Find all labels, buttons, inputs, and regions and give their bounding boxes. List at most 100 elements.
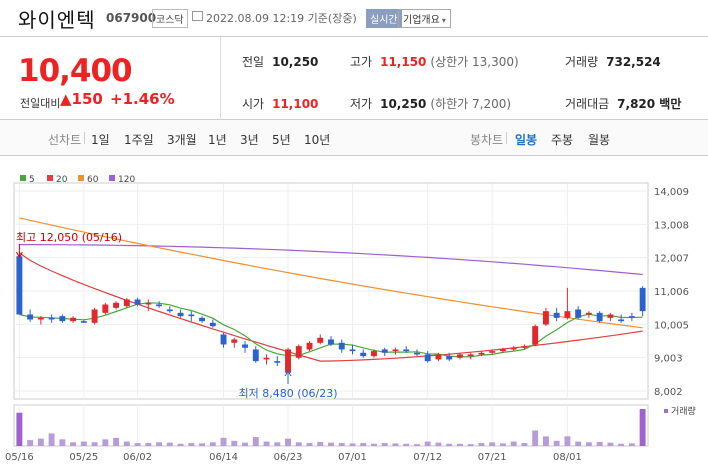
company-info-label: 기업개요 — [403, 15, 440, 26]
volume-bar — [231, 440, 238, 446]
stock-header: 와이엔텍 067900 코스닥 2022.08.09 12:19 기준(장중) … — [0, 0, 708, 36]
change-value: ▲150 — [60, 90, 103, 108]
high-value: 11,150 — [380, 55, 427, 69]
change-label: 전일대비 — [20, 97, 61, 110]
candle-body — [446, 356, 453, 360]
candle-body — [188, 314, 195, 317]
tab-3years[interactable]: 3년 — [240, 133, 259, 147]
volume-bar — [145, 443, 152, 446]
y-tick-label: 11,006 — [654, 287, 689, 298]
volume-bar — [70, 442, 77, 446]
tab-10years[interactable]: 10년 — [304, 133, 331, 147]
volume-bar — [371, 443, 377, 446]
tab-weekly[interactable]: 주봉 — [551, 133, 574, 147]
chevron-down-icon: ▾ — [441, 16, 446, 25]
candle-body — [37, 317, 44, 320]
volume-bar — [134, 443, 141, 446]
tab-5years[interactable]: 5년 — [272, 133, 291, 147]
candle-body — [607, 314, 614, 318]
candle-body — [27, 314, 34, 320]
candle-body — [499, 349, 506, 352]
candle-body — [80, 321, 87, 323]
candle-body — [242, 344, 248, 348]
market-badge: 코스닥 — [152, 9, 188, 28]
candle-body — [48, 317, 55, 320]
candle-body — [91, 309, 98, 323]
volume-bar — [252, 437, 259, 446]
candle-body — [596, 312, 603, 322]
price-chart[interactable]: 14,009 13,008 12,007 11,006 10,005 9,003 8,002… — [0, 156, 708, 472]
legend-label: 5 — [29, 175, 35, 185]
y-tick-label: 9,003 — [654, 354, 683, 365]
candle-body — [134, 299, 141, 305]
open-price: 시가 11,100 — [242, 95, 318, 112]
tab-1year[interactable]: 1년 — [208, 133, 227, 147]
candle-body — [70, 317, 77, 322]
volume-bar — [91, 442, 98, 446]
volume-bar — [338, 443, 345, 446]
volume-bar — [424, 441, 431, 446]
company-info-dropdown[interactable]: 기업개요 ▾ — [398, 9, 451, 28]
volume-bar — [628, 443, 635, 446]
volume-bar — [467, 444, 474, 446]
volume-bar — [596, 441, 603, 446]
y-tick-label: 12,007 — [654, 254, 689, 265]
candle-body — [220, 334, 227, 345]
candle-body — [263, 357, 270, 360]
volume-bar — [156, 442, 163, 446]
candle-body — [414, 352, 420, 355]
y-tick-label: 13,008 — [654, 220, 689, 231]
candle-body — [639, 287, 646, 312]
volume-bar — [177, 443, 184, 446]
x-tick-label: 07/12 — [413, 452, 442, 463]
volume-frame — [13, 404, 649, 447]
volume-bar — [209, 442, 216, 446]
candle-body — [145, 302, 152, 305]
tab-3months[interactable]: 3개월 — [167, 133, 197, 147]
candle-body — [553, 312, 560, 318]
candle-body — [371, 351, 377, 357]
volume-bar — [446, 443, 453, 446]
candle-body — [59, 316, 66, 322]
tab-separator — [506, 132, 507, 144]
legend-swatch — [20, 175, 26, 181]
high-annotation: 최고 12,050 (05/16) — [16, 231, 122, 244]
volume-bar — [489, 442, 496, 446]
prev-close: 전일 10,250 — [242, 53, 318, 70]
volume-bar — [48, 433, 55, 446]
lower-limit: (하한가 7,200) — [430, 97, 512, 111]
candle-body — [338, 342, 345, 350]
candle-body — [510, 347, 517, 350]
candle-body — [381, 349, 388, 353]
volume-bar — [456, 443, 463, 446]
legend-ma60: 60 — [78, 175, 98, 185]
volume-bar — [16, 412, 23, 446]
volume-label: 거래량 — [671, 405, 696, 417]
candle-body — [618, 319, 625, 322]
volume-bar — [585, 442, 592, 446]
realtime-button[interactable]: 실시간 — [366, 9, 402, 28]
candle-body — [628, 316, 635, 318]
volume-bar — [575, 441, 582, 446]
low-value: 10,250 — [380, 97, 427, 111]
tab-daily[interactable]: 일봉 — [515, 133, 538, 147]
volume-bar — [553, 440, 560, 446]
x-tick-label: 06/14 — [209, 452, 238, 463]
tab-monthly[interactable]: 월봉 — [588, 133, 611, 147]
x-tick-label: 06/02 — [123, 452, 152, 463]
candle-body — [199, 317, 206, 322]
tab-1week[interactable]: 1주일 — [124, 133, 154, 147]
low-annotation: 최저 8,480 (06/23) — [239, 387, 338, 400]
volume-bar — [123, 441, 130, 446]
candle-body — [102, 304, 109, 313]
candle-body — [467, 354, 474, 357]
candle-body — [113, 302, 120, 308]
legend-label: 20 — [56, 175, 68, 185]
volume-bar — [499, 443, 506, 446]
volume-bar — [102, 439, 109, 446]
trade-amount: 거래대금 7,820 백만 — [565, 95, 681, 112]
volume-bar — [306, 443, 313, 446]
change-percent: +1.46% — [110, 90, 175, 108]
tab-1day[interactable]: 1일 — [91, 133, 110, 147]
high-arrow-head — [15, 251, 23, 258]
